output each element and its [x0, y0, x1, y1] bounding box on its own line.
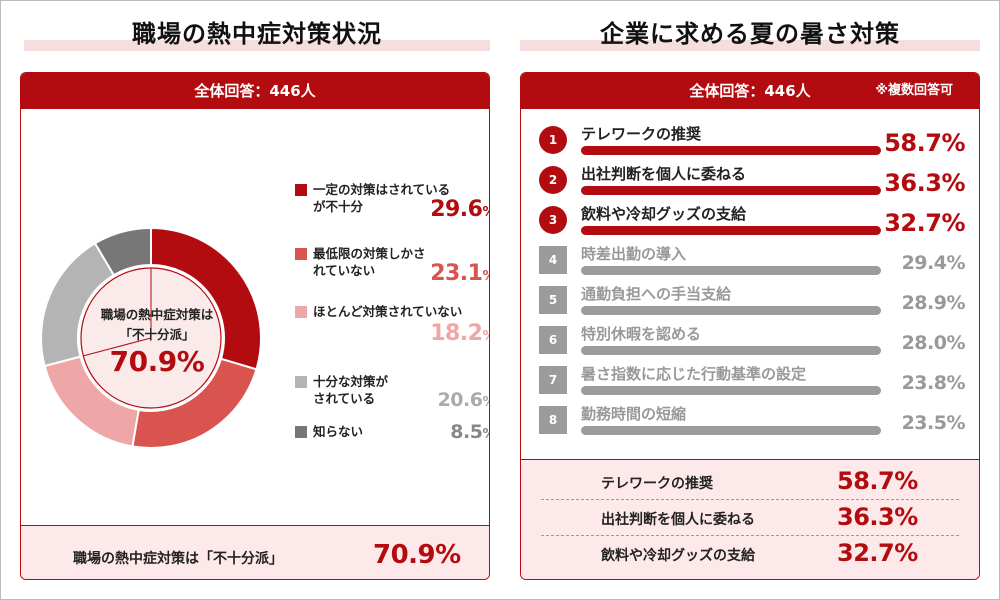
- rank-badge: 2: [539, 166, 567, 194]
- legend-label: 知らない: [313, 424, 364, 439]
- left-card-header: 全体回答：446人: [21, 73, 489, 109]
- ranking-label: 勤務時間の短縮: [581, 405, 687, 423]
- footer-row: 出社判断を個人に委ねる 36.3%: [541, 500, 959, 536]
- right-card-header: 全体回答：446人: [521, 73, 979, 109]
- donut-inner-divider: [83, 268, 152, 357]
- footer-row-value: 32.7%: [837, 539, 918, 567]
- ranking-value: 29.4%: [901, 252, 966, 274]
- ranking-label: 特別休暇を認める: [581, 325, 702, 343]
- ranking-row: 2 出社判断を個人に委ねる 36.3%: [521, 163, 979, 203]
- ranking-bar: [581, 186, 881, 195]
- footer-row-value: 58.7%: [837, 467, 918, 495]
- legend-swatch: [295, 248, 307, 260]
- rank-badge: 1: [539, 126, 567, 154]
- footer-row-value: 36.3%: [837, 503, 918, 531]
- legend-value: 8.5%: [450, 421, 489, 443]
- left-footer-value: 70.9%: [373, 540, 461, 570]
- donut-chart: [40, 226, 262, 449]
- legend-swatch: [295, 426, 307, 438]
- ranking-label: 時差出勤の導入: [581, 245, 687, 263]
- left-footer-label: 職場の熱中症対策は「不十分派」: [73, 551, 283, 567]
- legend-value: 18.2%: [430, 321, 489, 346]
- legend-label: 一定の対策はされている が不十分: [313, 182, 451, 214]
- legend-label: 最低限の対策しかさ れていない: [313, 246, 426, 278]
- ranking-row: 1 テレワークの推奨 58.7%: [521, 123, 979, 163]
- right-title-underline: [520, 40, 980, 51]
- multiple-answer-note: ※複数回答可: [875, 83, 953, 98]
- right-panel-title: 企業に求める夏の暑さ対策: [600, 20, 900, 48]
- legend-label: ほとんど対策されていない: [313, 304, 463, 319]
- ranking-label: 暑さ指数に応じた行動基準の設定: [581, 365, 807, 383]
- right-card: 全体回答：446人 ※複数回答可 1 テレワークの推奨 58.7% 2 出社判断を個人に…: [520, 72, 980, 580]
- ranking-label: 飲料や冷却グッズの支給: [581, 205, 747, 223]
- left-footer-summary: 職場の熱中症対策は「不十分派」 70.9%: [21, 525, 489, 579]
- ranking-bar: [581, 146, 881, 155]
- donut-center-value: 70.9%: [109, 345, 205, 378]
- ranking-value: 28.9%: [901, 292, 966, 314]
- legend-label: 十分な対策が されている: [313, 374, 389, 406]
- legend-value: 29.6%: [430, 197, 489, 222]
- legend-item: 知らない 8.5%: [295, 421, 489, 467]
- ranking-value: 58.7%: [884, 129, 965, 157]
- left-panel-title: 職場の熱中症対策状況: [132, 20, 382, 48]
- ranking-bar: [581, 226, 881, 235]
- ranking-label: 通勤負担への手当支給: [581, 285, 732, 303]
- footer-row-label: テレワークの推奨: [601, 476, 713, 492]
- footer-row: 飲料や冷却グッズの支給 32.7%: [541, 536, 959, 572]
- ranking-row: 4 時差出勤の導入 29.4%: [521, 243, 979, 283]
- donut-center-line2: 「不十分派」: [119, 327, 195, 342]
- ranking-row: 7 暑さ指数に応じた行動基準の設定 23.8%: [521, 363, 979, 403]
- left-card: 全体回答：446人 職場の熱中症対策は 「不十分派」 70.9% 一定の対策はさ…: [20, 72, 490, 580]
- ranking-bar: [581, 346, 881, 355]
- rank-badge: 6: [539, 326, 567, 354]
- ranking-row: 3 飲料や冷却グッズの支給 32.7%: [521, 203, 979, 243]
- rank-badge: 3: [539, 206, 567, 234]
- legend-item: ほとんど対策されていない 18.2%: [295, 303, 489, 347]
- footer-row-label: 出社判断を個人に委ねる: [601, 512, 755, 528]
- rank-badge: 5: [539, 286, 567, 314]
- ranking-value: 23.5%: [901, 412, 966, 434]
- legend-value: 23.1%: [430, 261, 489, 286]
- ranking-value: 28.0%: [901, 332, 966, 354]
- footer-row: テレワークの推奨 58.7%: [541, 464, 959, 500]
- ranking-bar: [581, 426, 881, 435]
- ranking-bar: [581, 306, 881, 315]
- legend-swatch: [295, 376, 307, 388]
- legend-swatch: [295, 306, 307, 318]
- legend-swatch: [295, 184, 307, 196]
- ranking-label: 出社判断を個人に委ねる: [581, 165, 747, 183]
- donut-slice: [93, 226, 152, 277]
- ranking-value: 23.8%: [901, 372, 966, 394]
- ranking-label: テレワークの推奨: [581, 125, 702, 143]
- ranking-bar: [581, 266, 881, 275]
- rank-badge: 8: [539, 406, 567, 434]
- ranking-row: 5 通勤負担への手当支給 28.9%: [521, 283, 979, 323]
- ranking-row: 8 勤務時間の短縮 23.5%: [521, 403, 979, 443]
- ranking-bar: [581, 386, 881, 395]
- ranking-value: 32.7%: [884, 209, 965, 237]
- rank-badge: 7: [539, 366, 567, 394]
- ranking-value: 36.3%: [884, 169, 965, 197]
- ranking-row: 6 特別休暇を認める 28.0%: [521, 323, 979, 363]
- rank-badge: 4: [539, 246, 567, 274]
- legend-value: 20.6%: [437, 389, 489, 411]
- donut-center-line1: 職場の熱中症対策は: [100, 307, 214, 322]
- left-title-underline: [24, 40, 490, 51]
- footer-row-label: 飲料や冷却グッズの支給: [601, 548, 755, 564]
- right-footer-summary: テレワークの推奨 58.7% 出社判断を個人に委ねる 36.3% 飲料や冷却グッ…: [521, 459, 979, 579]
